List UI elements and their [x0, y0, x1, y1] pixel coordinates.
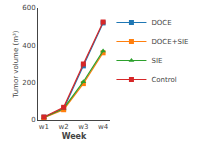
svg-text:w4: w4	[98, 123, 109, 131]
svg-text:w2: w2	[59, 123, 69, 131]
svg-text:0: 0	[31, 116, 35, 124]
svg-text:SIE: SIE	[151, 57, 162, 65]
svg-text:200: 200	[22, 79, 35, 87]
svg-text:w1: w1	[39, 123, 49, 131]
svg-text:w3: w3	[78, 123, 88, 131]
svg-text:DOCE: DOCE	[151, 19, 171, 27]
svg-text:600: 600	[22, 4, 35, 12]
svg-text:400: 400	[22, 42, 35, 50]
svg-text:Tumor volume (m³): Tumor volume (m³)	[12, 30, 20, 98]
svg-text:Week: Week	[62, 132, 87, 141]
svg-text:DOCE+SIE: DOCE+SIE	[151, 38, 188, 46]
svg-text:Control: Control	[151, 76, 176, 84]
